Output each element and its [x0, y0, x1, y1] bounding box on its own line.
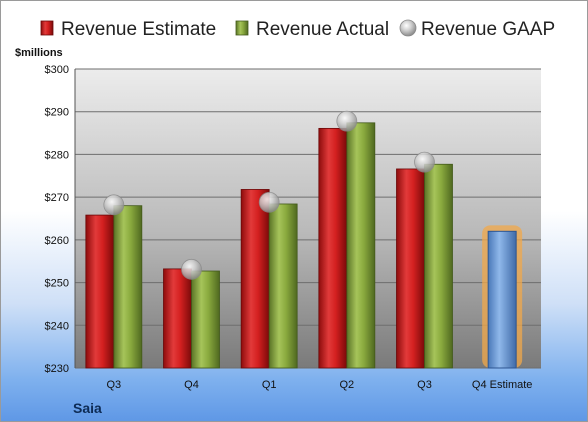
y-tick-label: $270: [45, 192, 69, 204]
bar-revenue-estimate: [396, 168, 425, 369]
bar-revenue-actual: [268, 203, 298, 369]
y-tick-label: $300: [45, 64, 69, 76]
marker-revenue-gaap: [414, 151, 435, 173]
x-tick-label: Q2: [339, 379, 354, 391]
legend-revenue-estimate-swatch: [40, 20, 54, 36]
y-tick-label: $290: [45, 107, 69, 119]
legend-revenue-actual-label: Revenue Actual: [256, 19, 389, 40]
bar-revenue-actual: [113, 205, 143, 369]
marker-revenue-gaap: [258, 191, 280, 213]
marker-revenue-gaap: [336, 110, 358, 132]
legend: Revenue Estimate Revenue Actual Revenue GA…: [40, 19, 555, 40]
company-name: Saia: [73, 400, 102, 416]
y-tick-label: $250: [45, 278, 69, 290]
x-tick-label: Q3: [417, 379, 432, 391]
x-tick-label: Q3: [106, 379, 121, 391]
marker-revenue-gaap: [181, 258, 202, 280]
legend-revenue-gaap-swatch: [399, 19, 417, 37]
bar-revenue-estimate: [240, 189, 270, 369]
legend-revenue-estimate-label: Revenue Estimate: [61, 19, 216, 40]
legend-revenue-actual-swatch: [235, 20, 249, 36]
y-tick-label: $260: [45, 235, 69, 247]
bar-revenue-estimate-forecast: [487, 230, 517, 369]
x-tick-label: Q1: [262, 379, 277, 391]
bar-revenue-estimate: [85, 214, 115, 369]
y-tick-label: $280: [45, 149, 69, 161]
y-axis-unit-label: $millions: [15, 47, 63, 59]
bar-revenue-actual: [191, 270, 220, 369]
y-tick-label: $230: [45, 363, 69, 375]
plot-area: [75, 69, 541, 368]
x-tick-label: Q4: [184, 379, 199, 391]
y-tick-label: $240: [45, 320, 69, 332]
marker-revenue-gaap: [103, 194, 125, 216]
bar-revenue-estimate: [318, 127, 348, 369]
bar-revenue-estimate: [163, 268, 192, 369]
legend-revenue-gaap-label: Revenue GAAP: [421, 19, 555, 40]
bar-revenue-actual: [424, 163, 453, 369]
x-tick-label: Q4 Estimate: [472, 379, 533, 391]
bar-revenue-actual: [346, 122, 376, 369]
